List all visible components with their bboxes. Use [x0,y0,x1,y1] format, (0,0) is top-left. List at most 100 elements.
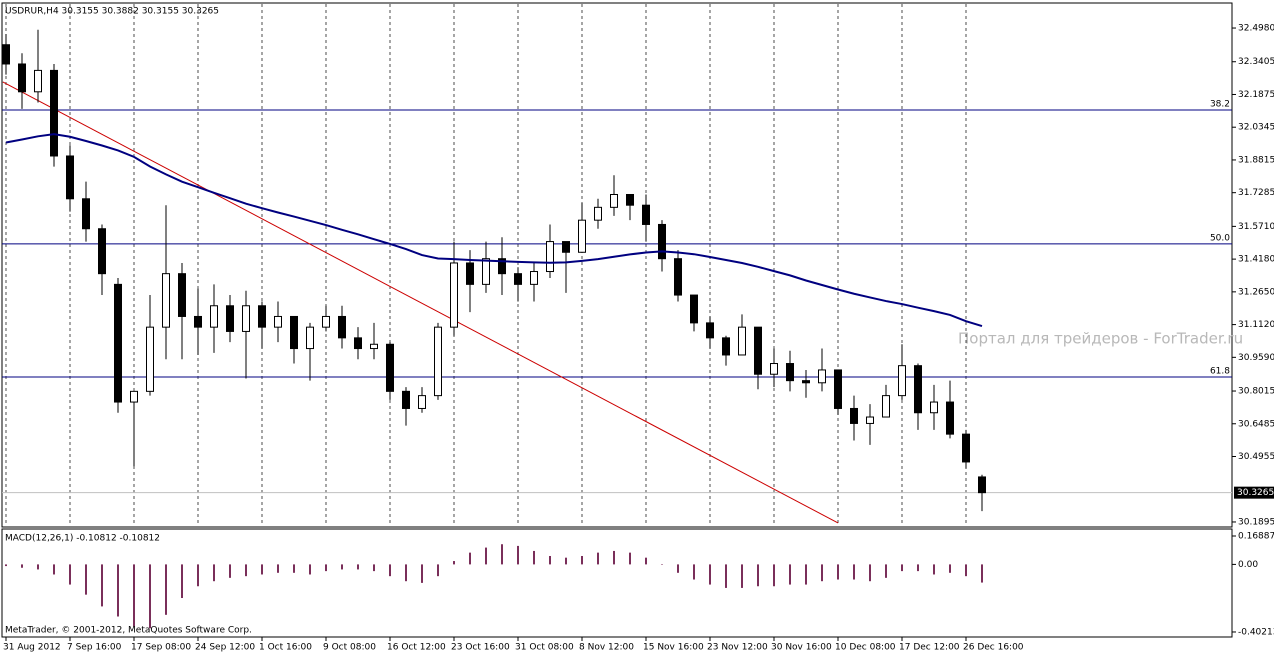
candle-body [146,326,154,392]
macd-bar [373,564,375,572]
candle-body [658,223,666,260]
y-tick-label: 32.3405 [1238,57,1274,67]
candle-body [962,433,970,463]
candle-body [370,343,378,350]
x-tick-label: 23 Nov 12:00 [707,643,768,653]
candle-body [66,155,74,200]
candle-body [642,204,650,225]
candle-body [162,273,170,328]
macd-bar [213,564,215,582]
macd-bar [693,564,695,580]
candle-body [290,315,298,350]
candle-body [98,228,106,275]
macd-bar [853,564,855,580]
y-tick-label: 30.9590 [1238,353,1274,363]
macd-bar [597,552,599,565]
candle-body [914,365,922,414]
candle-body [578,219,586,253]
watermark: Портал для трейдеров - ForTrader.ru [958,330,1243,348]
candle-body [466,262,474,285]
trendline [2,81,839,524]
candle-body [482,258,490,285]
macd-bar [85,564,87,595]
y-tick-label: -0.40213 [1238,627,1274,637]
candle-body [834,369,842,409]
macd-bar [261,564,263,575]
candle-body [514,273,522,285]
candle-body [786,363,794,382]
y-tick-label: 30.8015 [1238,387,1274,397]
macd-bar [741,564,743,588]
candle-body [210,305,218,328]
candle-body [242,305,250,332]
macd-bar [117,564,119,617]
candle-body [354,337,362,350]
macd-bar [277,564,279,573]
candle-body [450,262,458,328]
candle-body [130,390,138,403]
candle-body [386,343,394,392]
macd-panel [1,528,1233,638]
price-badge [1234,486,1274,499]
candle-body [818,369,826,384]
macd-bar [933,564,935,575]
x-tick-label: 7 Sep 16:00 [67,643,122,653]
macd-bar [885,564,887,578]
macd-bar [229,564,231,578]
macd-bar [533,550,535,565]
macd-bar [869,564,871,582]
macd-bar [917,564,919,572]
macd-bar [405,564,407,582]
macd-bar [501,544,503,565]
candle-body [2,44,10,65]
x-tick-label: 8 Nov 12:00 [579,643,634,653]
macd-bar [485,547,487,565]
x-tick-label: 31 Oct 08:00 [515,643,574,653]
macd-bar [949,564,951,573]
macd-bar [901,564,903,572]
candle-body [498,258,506,275]
y-tick-label: 31.2650 [1238,287,1274,297]
macd-bar [965,564,967,577]
candle-body [322,315,330,328]
macd-bar [53,564,55,575]
macd-bar [517,545,519,565]
x-tick-label: 26 Dec 16:00 [963,643,1024,653]
candle-body [978,476,986,494]
x-tick-label: 1 Oct 16:00 [259,643,312,653]
x-tick-label: 17 Dec 12:00 [899,643,960,653]
candle-body [754,326,762,375]
candle-body [226,305,234,332]
current-price-label: 30.3265 [1237,488,1274,498]
macd-bar [549,555,551,565]
macd-bar [309,564,311,575]
candle-body [546,241,554,273]
candle-body [338,315,346,339]
moving-average [5,133,983,328]
x-tick-label: 24 Sep 12:00 [195,643,255,653]
candle-body [930,401,938,414]
candle-body [114,283,122,403]
macd-bar [149,564,151,629]
x-tick-label: 30 Nov 16:00 [771,643,832,653]
macd-bar [645,557,647,565]
x-tick-label: 17 Sep 08:00 [131,643,191,653]
macd-bar [613,550,615,565]
indicator-title: MACD(12,26,1) -0.10812 -0.10812 [5,534,160,544]
y-tick-label: 32.4980 [1238,24,1274,34]
x-tick-label: 15 Nov 16:00 [643,643,704,653]
y-tick-label: 30.1895 [1238,517,1274,527]
y-tick-label: 0.00 [1238,560,1258,570]
candle-body [562,241,570,253]
macd-bar [757,564,759,587]
macd-bar [629,552,631,565]
candle-body [418,395,426,409]
y-tick-label: 31.8815 [1238,155,1274,165]
macd-bar [325,564,327,572]
candle-body [594,206,602,221]
macd-bar [725,564,727,588]
y-tick-label: 31.5710 [1238,222,1274,232]
macd-bar [981,564,983,583]
y-tick-label: 30.6485 [1238,419,1274,429]
